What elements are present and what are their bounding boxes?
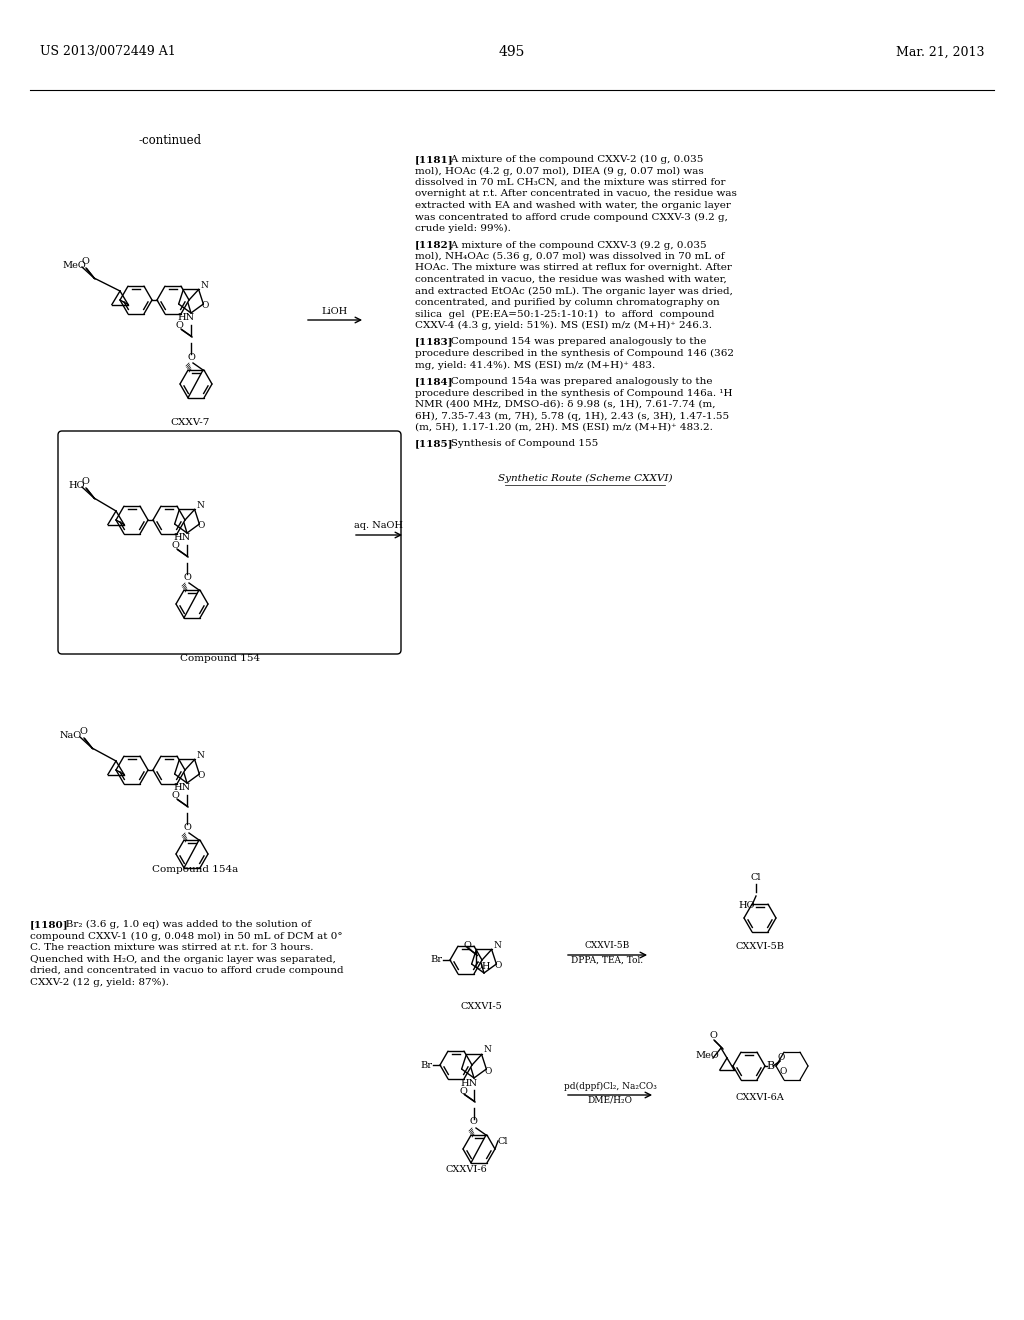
- Text: CXXV-4 (4.3 g, yield: 51%). MS (ESI) m/z (M+H)⁺ 246.3.: CXXV-4 (4.3 g, yield: 51%). MS (ESI) m/z…: [415, 321, 712, 330]
- Text: -continued: -continued: [138, 133, 202, 147]
- Text: O: O: [463, 941, 471, 950]
- Text: O: O: [82, 257, 90, 267]
- Text: Synthetic Route (Scheme CXXVI): Synthetic Route (Scheme CXXVI): [498, 474, 672, 483]
- Text: HN: HN: [460, 1078, 477, 1088]
- Text: (m, 5H), 1.17-1.20 (m, 2H). MS (ESI) m/z (M+H)⁺ 483.2.: (m, 5H), 1.17-1.20 (m, 2H). MS (ESI) m/z…: [415, 422, 713, 432]
- Text: O: O: [484, 1067, 492, 1076]
- Text: Cl: Cl: [751, 874, 761, 883]
- Text: O: O: [176, 322, 184, 330]
- Text: CXXV-7: CXXV-7: [170, 418, 210, 426]
- Text: silica  gel  (PE:EA=50:1-25:1-10:1)  to  afford  compound: silica gel (PE:EA=50:1-25:1-10:1) to aff…: [415, 309, 715, 318]
- Text: extracted with EA and washed with water, the organic layer: extracted with EA and washed with water,…: [415, 201, 731, 210]
- Text: pd(dppf)Cl₂, Na₂CO₃: pd(dppf)Cl₂, Na₂CO₃: [563, 1081, 656, 1090]
- Text: O: O: [187, 352, 195, 362]
- Text: dissolved in 70 mL CH₃CN, and the mixture was stirred for: dissolved in 70 mL CH₃CN, and the mixtur…: [415, 178, 725, 187]
- Text: O: O: [198, 771, 205, 780]
- Text: procedure described in the synthesis of Compound 146 (362: procedure described in the synthesis of …: [415, 348, 734, 358]
- Text: O: O: [202, 301, 209, 310]
- Text: OH: OH: [474, 962, 490, 972]
- Text: O: O: [710, 1031, 718, 1040]
- Text: concentrated, and purified by column chromatography on: concentrated, and purified by column chr…: [415, 298, 720, 308]
- Text: MeO: MeO: [62, 260, 86, 269]
- Text: [1182]: [1182]: [415, 240, 454, 249]
- Text: O: O: [780, 1068, 787, 1077]
- Text: CXXVI-6A: CXXVI-6A: [735, 1093, 784, 1102]
- Text: CXXVI-5B: CXXVI-5B: [585, 941, 630, 950]
- Text: O: O: [198, 521, 205, 531]
- Text: O: O: [495, 961, 502, 970]
- Text: was concentrated to afford crude compound CXXV-3 (9.2 g,: was concentrated to afford crude compoun…: [415, 213, 728, 222]
- Text: B: B: [766, 1061, 774, 1071]
- Text: O: O: [183, 573, 190, 582]
- Text: CXXVI-5: CXXVI-5: [460, 1002, 502, 1011]
- Text: DME/H₂O: DME/H₂O: [588, 1096, 633, 1105]
- Text: DPPA, TEA, Tol.: DPPA, TEA, Tol.: [571, 956, 643, 965]
- Text: HO: HO: [68, 480, 85, 490]
- Text: CXXVI-5B: CXXVI-5B: [735, 942, 784, 950]
- Text: Compound 154a: Compound 154a: [152, 865, 239, 874]
- Text: CXXVI-6: CXXVI-6: [445, 1166, 486, 1173]
- Text: O: O: [470, 1118, 478, 1126]
- Text: [1181]: [1181]: [415, 154, 454, 164]
- Text: Compound 154: Compound 154: [180, 653, 260, 663]
- Text: A mixture of the compound CXXV-3 (9.2 g, 0.035: A mixture of the compound CXXV-3 (9.2 g,…: [441, 240, 707, 249]
- Text: O: O: [80, 727, 88, 737]
- Text: CXXV-2 (12 g, yield: 87%).: CXXV-2 (12 g, yield: 87%).: [30, 978, 169, 986]
- Text: N: N: [483, 1045, 490, 1055]
- Text: A mixture of the compound CXXV-2 (10 g, 0.035: A mixture of the compound CXXV-2 (10 g, …: [441, 154, 703, 164]
- Text: Br: Br: [420, 1060, 432, 1069]
- Text: Br: Br: [430, 956, 442, 965]
- Text: O: O: [82, 478, 90, 487]
- Text: N: N: [494, 940, 501, 949]
- Text: Synthesis of Compound 155: Synthesis of Compound 155: [441, 440, 598, 449]
- Text: O: O: [778, 1053, 785, 1063]
- Text: O: O: [172, 541, 180, 550]
- Text: N: N: [196, 751, 204, 759]
- FancyBboxPatch shape: [58, 432, 401, 653]
- Text: concentrated in vacuo, the residue was washed with water,: concentrated in vacuo, the residue was w…: [415, 275, 727, 284]
- Text: Quenched with H₂O, and the organic layer was separated,: Quenched with H₂O, and the organic layer…: [30, 954, 336, 964]
- Text: US 2013/0072449 A1: US 2013/0072449 A1: [40, 45, 176, 58]
- Text: Mar. 21, 2013: Mar. 21, 2013: [896, 45, 984, 58]
- Text: crude yield: 99%).: crude yield: 99%).: [415, 224, 511, 234]
- Text: HN: HN: [173, 784, 190, 792]
- Text: O: O: [172, 792, 180, 800]
- Text: O: O: [183, 822, 190, 832]
- Text: 495: 495: [499, 45, 525, 59]
- Text: and extracted EtOAc (250 mL). The organic layer was dried,: and extracted EtOAc (250 mL). The organi…: [415, 286, 733, 296]
- Text: [1184]: [1184]: [415, 378, 454, 385]
- Text: HN: HN: [173, 533, 190, 543]
- Text: N: N: [200, 281, 208, 289]
- Text: O: O: [459, 1086, 467, 1096]
- Text: [1180]: [1180]: [30, 920, 69, 929]
- Text: [1185]: [1185]: [415, 440, 454, 449]
- Text: HO: HO: [738, 900, 755, 909]
- Text: C. The reaction mixture was stirred at r.t. for 3 hours.: C. The reaction mixture was stirred at r…: [30, 942, 313, 952]
- Text: compound CXXV-1 (10 g, 0.048 mol) in 50 mL of DCM at 0°: compound CXXV-1 (10 g, 0.048 mol) in 50 …: [30, 932, 343, 941]
- Text: mol), NH₄OAc (5.36 g, 0.07 mol) was dissolved in 70 mL of: mol), NH₄OAc (5.36 g, 0.07 mol) was diss…: [415, 252, 725, 261]
- Text: overnight at r.t. After concentrated in vacuo, the residue was: overnight at r.t. After concentrated in …: [415, 190, 737, 198]
- Text: Cl: Cl: [498, 1137, 509, 1146]
- Text: NMR (400 MHz, DMSO-d6): δ 9.98 (s, 1H), 7.61-7.74 (m,: NMR (400 MHz, DMSO-d6): δ 9.98 (s, 1H), …: [415, 400, 716, 409]
- Text: [1183]: [1183]: [415, 338, 454, 346]
- Text: Compound 154a was prepared analogously to the: Compound 154a was prepared analogously t…: [441, 378, 713, 385]
- Text: N: N: [196, 500, 204, 510]
- Text: HN: HN: [177, 314, 195, 322]
- Text: 6H), 7.35-7.43 (m, 7H), 5.78 (q, 1H), 2.43 (s, 3H), 1.47-1.55: 6H), 7.35-7.43 (m, 7H), 5.78 (q, 1H), 2.…: [415, 412, 729, 421]
- Text: dried, and concentrated in vacuo to afford crude compound: dried, and concentrated in vacuo to affo…: [30, 966, 344, 975]
- Text: Br₂ (3.6 g, 1.0 eq) was added to the solution of: Br₂ (3.6 g, 1.0 eq) was added to the sol…: [56, 920, 311, 929]
- Text: NaO: NaO: [60, 730, 82, 739]
- Text: mg, yield: 41.4%). MS (ESI) m/z (M+H)⁺ 483.: mg, yield: 41.4%). MS (ESI) m/z (M+H)⁺ 4…: [415, 360, 655, 370]
- Text: mol), HOAc (4.2 g, 0.07 mol), DIEA (9 g, 0.07 mol) was: mol), HOAc (4.2 g, 0.07 mol), DIEA (9 g,…: [415, 166, 703, 176]
- Text: aq. NaOH: aq. NaOH: [354, 521, 403, 531]
- Text: HOAc. The mixture was stirred at reflux for overnight. After: HOAc. The mixture was stirred at reflux …: [415, 264, 732, 272]
- Text: Compound 154 was prepared analogously to the: Compound 154 was prepared analogously to…: [441, 338, 707, 346]
- Text: LiOH: LiOH: [322, 308, 348, 317]
- Text: procedure described in the synthesis of Compound 146a. ¹H: procedure described in the synthesis of …: [415, 388, 732, 397]
- Text: MeO: MeO: [695, 1052, 719, 1060]
